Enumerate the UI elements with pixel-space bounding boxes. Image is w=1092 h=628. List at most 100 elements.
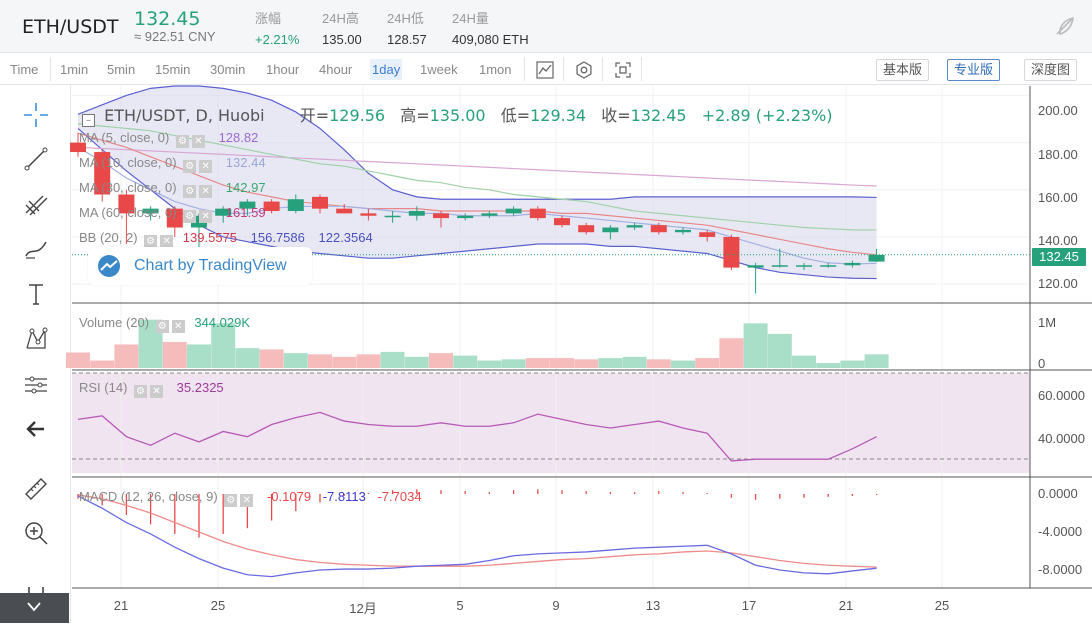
interval-1day[interactable]: 1day [370,59,403,80]
candle-body [384,215,401,218]
rsi-line [77,411,877,462]
divider [524,57,525,81]
settings-gear-icon[interactable]: ⚙ [183,160,197,173]
close-icon[interactable]: ✕ [240,494,254,507]
low-value: 129.34 [530,106,587,125]
bb-lower-line [77,128,877,280]
settings-gear-icon[interactable]: ⚙ [134,385,148,398]
ohlc-legend: – ETH/USDT, D, Huobi 开=129.56 高=135.00 低… [79,102,843,127]
settings-gear-icon[interactable]: ⚙ [175,135,189,148]
close-icon[interactable]: ✕ [150,385,164,398]
chart-type-icon[interactable] [532,57,558,82]
text-tool-icon[interactable] [18,278,54,310]
macd-signal-line [77,494,877,568]
settings-gear-icon[interactable] [571,57,597,82]
volume-bar [574,359,599,368]
measure-icon[interactable] [18,369,54,401]
price-tick: 120.00 [1038,276,1078,291]
crosshair-icon[interactable] [18,99,54,131]
volume-bar [332,356,357,368]
close-icon[interactable]: ✕ [199,160,213,173]
view-pro-button[interactable]: 专业版 [947,59,1001,81]
settings-gear-icon[interactable]: ⚙ [155,320,169,333]
interval-15min[interactable]: 15min [155,62,191,77]
volume-bar [66,352,90,368]
ma5-value: 128.82 [218,130,259,145]
x-tick: 21 [838,598,854,613]
candle-body [747,265,764,268]
close-icon[interactable]: ✕ [171,320,185,333]
tradingview-watermark[interactable]: Chart by TradingView [88,247,312,285]
zoom-in-icon[interactable] [18,517,54,549]
toolbar-collapse-button[interactable] [0,593,69,623]
screenshot-icon[interactable] [610,57,636,82]
interval-1min[interactable]: 1min [60,62,89,77]
arrow-left-icon[interactable] [18,413,54,445]
candle-body [626,225,643,228]
view-basic-button[interactable]: 基本版 [876,59,930,81]
volume-bar [235,348,260,368]
volume-bar [840,360,865,368]
x-tick: 17 [741,598,757,613]
candle-body [360,213,377,216]
settings-gear-icon[interactable]: ⚙ [183,185,197,198]
candle-body [191,215,207,228]
x-tick: 5 [456,598,464,613]
view-depth-button[interactable]: 深度图 [1024,59,1078,81]
volume-bar [695,358,720,368]
stat-volume: 24H量 409,080 ETH [452,8,529,47]
ma10-label: MA (10, close, 0) [79,155,177,170]
rsi-label: RSI (14) [79,380,128,395]
collapse-legend-icon[interactable]: – [82,114,95,127]
x-tick: 12月 [349,601,377,616]
interval-4hour[interactable]: 4hour [319,62,353,77]
interval-1week[interactable]: 1week [420,62,458,77]
pattern-icon[interactable] [18,323,54,355]
stat-low: 24H低 128.57 [387,8,427,47]
leaf-logo-icon[interactable] [1053,14,1077,38]
bb-lower-value: 122.3564 [318,230,373,245]
volume-bar [187,344,211,368]
price-cny: ≈ 922.51 CNY [134,29,216,44]
volume-label: Volume (20) [79,315,150,330]
candle-body [771,265,788,267]
settings-gear-icon[interactable]: ⚙ [144,235,158,248]
close-icon[interactable]: ✕ [191,135,205,148]
candle-body [796,265,812,267]
trend-line-icon[interactable] [18,143,54,175]
volume-bar [90,360,115,368]
high-label: 高= [400,106,430,125]
candle-body [336,208,353,214]
volume-bar [743,323,768,368]
close-icon[interactable]: ✕ [160,235,174,248]
candle-body [820,265,837,267]
rsi-line [77,411,877,462]
ma60-label: MA (60, close, 0) [79,205,177,220]
settings-gear-icon[interactable]: ⚙ [183,210,197,223]
interval-30min[interactable]: 30min [210,62,246,77]
settings-gear-icon[interactable]: ⚙ [224,494,238,507]
volume-tick: 0 [1038,356,1046,371]
candles [70,133,885,294]
bb-upper-value: 139.5575 [182,230,238,245]
rsi-legend: RSI (14) ⚙ ✕ 35.2325 [79,380,224,398]
x-tick: 21 [113,598,129,613]
ruler-icon[interactable] [18,473,54,505]
cloud-icon [98,255,120,277]
interval-1mon[interactable]: 1mon [479,62,512,77]
pitchfork-icon[interactable] [18,188,54,220]
price-tick: 140.00 [1038,233,1078,248]
candle-body [505,208,522,214]
close-icon[interactable]: ✕ [199,185,213,198]
ma10-legend: MA (10, close, 0) ⚙ ✕ 132.44 [79,155,266,173]
interval-1hour[interactable]: 1hour [266,62,300,77]
volume-bar [404,356,429,368]
interval-5min[interactable]: 5min [107,62,136,77]
interval-time[interactable]: Time [10,62,39,77]
volume-bar [380,351,405,368]
close-icon[interactable]: ✕ [199,210,213,223]
candle-body [699,232,716,237]
candle-body [408,211,425,216]
brush-icon[interactable] [18,233,54,265]
